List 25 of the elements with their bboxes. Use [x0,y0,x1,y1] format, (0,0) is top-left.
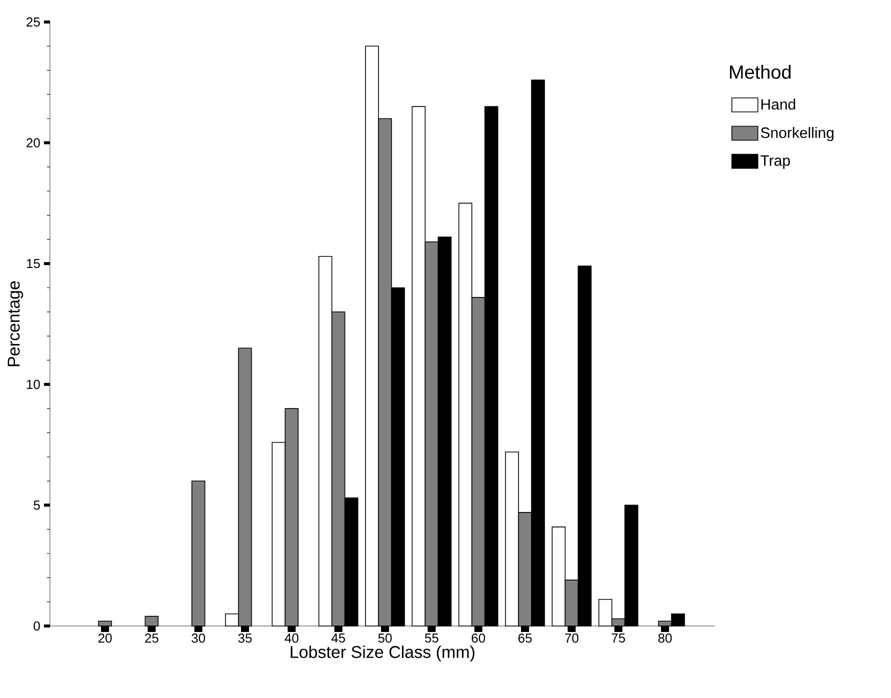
x-tick-label: 55 [424,634,438,643]
y-tick-label: 10 [26,380,40,389]
x-tick-label: 20 [98,634,112,643]
x-axis-title: Lobster Size Class (mm) [290,646,474,662]
x-tick-label: 75 [612,634,626,643]
y-tick-label: 20 [26,138,40,148]
y-tick-label: 25 [26,17,40,27]
legend-label: Trap [760,155,790,169]
y-tick-label: 5 [34,500,40,510]
x-tick-label: 25 [145,634,158,643]
x-tick-label: 80 [658,634,672,643]
x-tick-label: 45 [331,634,346,643]
x-tick-label: 35 [238,634,252,643]
legend-title: Method [730,64,791,79]
x-tick-label: 50 [378,634,392,643]
x-tick-label: 65 [518,634,532,643]
x-tick-label: 30 [192,634,206,643]
y-axis-title: Percentage [8,281,24,366]
y-tick-label: 15 [26,259,40,268]
y-tick-label: 0 [34,621,40,631]
legend-label: Snorkelling [760,127,834,142]
x-tick-label: 40 [284,634,298,643]
x-tick-label: 60 [472,634,486,643]
x-tick-label: 70 [565,634,578,643]
legend-label: Hand [761,98,796,110]
